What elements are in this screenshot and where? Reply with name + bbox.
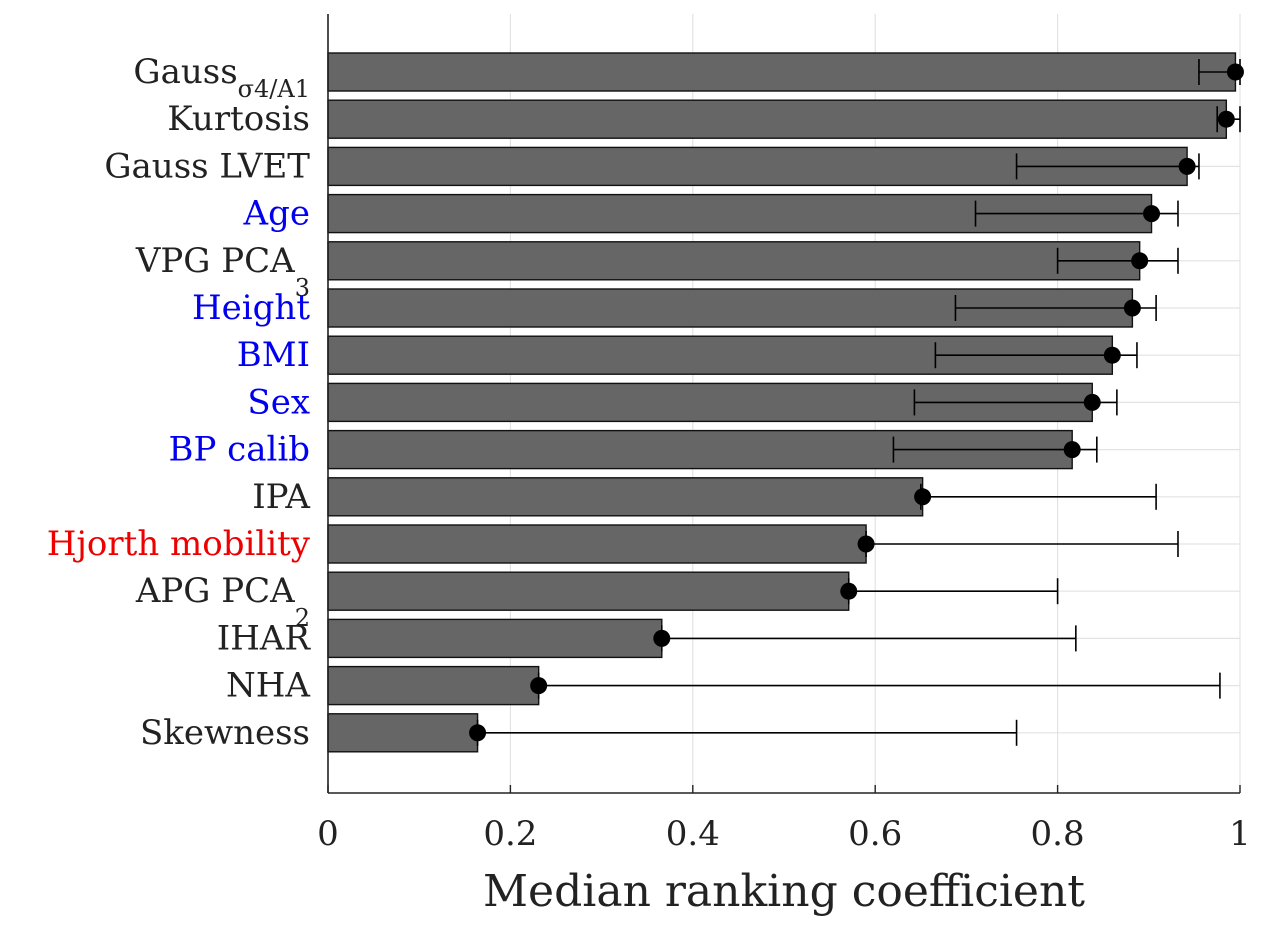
data-point-marker [840, 582, 858, 600]
bar [327, 713, 479, 753]
x-tick-label: 0 [317, 814, 339, 854]
data-point-marker [1226, 63, 1244, 81]
category-label: Skewness [140, 713, 310, 753]
data-point-marker [1123, 299, 1141, 317]
data-point-marker [1131, 252, 1149, 270]
bar [327, 477, 924, 517]
category-label: Height [192, 288, 310, 328]
data-point-marker [530, 677, 548, 695]
x-tick-label: 0.4 [666, 814, 720, 854]
category-label: IPA [252, 477, 310, 517]
data-point-marker [857, 535, 875, 553]
bar [327, 524, 867, 564]
category-label: IHAR [217, 618, 312, 658]
bar [327, 99, 1228, 139]
data-point-marker [914, 488, 932, 506]
data-point-marker [469, 724, 487, 742]
data-point-marker [1083, 393, 1101, 411]
bar [327, 241, 1141, 281]
data-point-marker [653, 629, 671, 647]
x-tick-label: 0.6 [848, 814, 902, 854]
category-label: BP calib [169, 430, 311, 470]
category-label: Kurtosis [167, 99, 310, 139]
bar [327, 618, 663, 659]
category-label: BMI [237, 335, 310, 375]
category-label: VPG PCA3 [135, 241, 310, 302]
markers-group [469, 63, 1244, 742]
x-tick-label: 1 [1229, 814, 1251, 854]
bar [327, 571, 850, 611]
data-point-marker [1178, 157, 1196, 175]
data-point-marker [1217, 110, 1235, 128]
bars-group [327, 52, 1237, 753]
x-tick-label: 0.2 [483, 814, 537, 854]
bar [327, 665, 540, 706]
category-label: NHA [226, 666, 310, 706]
data-point-marker [1063, 441, 1081, 459]
category-label: Hjorth mobility [47, 524, 311, 564]
category-label: APG PCA2 [135, 571, 310, 632]
error-bars-group [476, 59, 1241, 746]
category-label: Gauss LVET [104, 146, 310, 186]
data-point-marker [1143, 205, 1161, 223]
x-axis-title: Median ranking coefficient [483, 866, 1085, 917]
category-label: Gaussσ4/A1 [133, 52, 310, 103]
x-tick-label: 0.8 [1031, 814, 1085, 854]
category-label: Age [243, 194, 310, 234]
data-point-marker [1103, 346, 1121, 364]
bar [327, 52, 1237, 92]
x-tick-labels: 0 0.2 0.4 0.6 0.8 1 [317, 814, 1251, 854]
category-label: Sex [247, 382, 310, 422]
axes [327, 14, 1241, 794]
